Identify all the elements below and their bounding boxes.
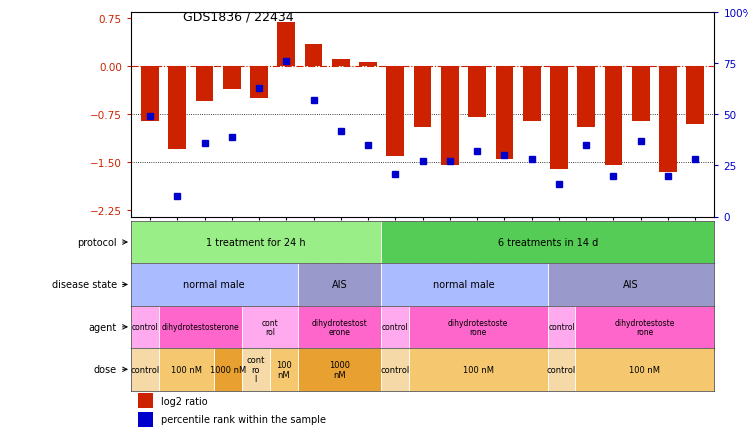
Text: normal male: normal male bbox=[434, 280, 495, 290]
Bar bbox=[214, 348, 242, 391]
Text: agent: agent bbox=[89, 322, 117, 332]
Text: 100
nM: 100 nM bbox=[276, 360, 292, 379]
Bar bbox=[381, 306, 408, 348]
Bar bbox=[298, 306, 381, 348]
Text: control: control bbox=[380, 365, 409, 374]
Bar bbox=[381, 348, 408, 391]
Text: GDS1836 / 22434: GDS1836 / 22434 bbox=[183, 11, 294, 24]
Bar bbox=[141, 67, 159, 122]
Bar bbox=[196, 67, 213, 102]
Text: 1000 nM: 1000 nM bbox=[210, 365, 246, 374]
Text: protocol: protocol bbox=[77, 237, 117, 247]
Bar bbox=[550, 67, 568, 169]
Text: dihydrotestost
erone: dihydrotestost erone bbox=[311, 318, 367, 336]
Bar bbox=[495, 67, 513, 160]
Bar bbox=[604, 67, 622, 166]
Bar bbox=[159, 306, 242, 348]
Bar bbox=[223, 67, 241, 89]
Bar bbox=[250, 67, 268, 99]
Text: AIS: AIS bbox=[623, 280, 639, 290]
Bar bbox=[548, 348, 575, 391]
Bar bbox=[632, 67, 649, 122]
Bar bbox=[408, 348, 548, 391]
Bar bbox=[659, 67, 677, 172]
Text: 100 nM: 100 nM bbox=[463, 365, 494, 374]
Bar bbox=[575, 306, 714, 348]
Text: 6 treatments in 14 d: 6 treatments in 14 d bbox=[497, 237, 598, 247]
Text: disease state: disease state bbox=[52, 280, 117, 290]
Bar bbox=[577, 67, 595, 128]
Bar bbox=[298, 263, 381, 306]
Bar bbox=[278, 23, 295, 67]
Bar bbox=[548, 306, 575, 348]
Bar bbox=[381, 263, 548, 306]
Bar bbox=[359, 63, 377, 67]
Text: 1 treatment for 24 h: 1 treatment for 24 h bbox=[206, 237, 306, 247]
Bar bbox=[159, 348, 214, 391]
Text: 100 nM: 100 nM bbox=[629, 365, 660, 374]
Bar bbox=[131, 263, 298, 306]
Bar bbox=[131, 348, 159, 391]
Text: control: control bbox=[381, 322, 408, 332]
Bar bbox=[131, 221, 381, 263]
Text: normal male: normal male bbox=[183, 280, 245, 290]
Text: control: control bbox=[132, 322, 158, 332]
Bar bbox=[332, 59, 350, 67]
Text: cont
ro
l: cont ro l bbox=[247, 355, 265, 384]
Text: 1000
nM: 1000 nM bbox=[329, 360, 350, 379]
Bar bbox=[548, 263, 714, 306]
Bar bbox=[468, 67, 486, 118]
Text: AIS: AIS bbox=[331, 280, 347, 290]
Text: log2 ratio: log2 ratio bbox=[161, 396, 207, 406]
Bar bbox=[242, 348, 270, 391]
Bar bbox=[414, 67, 432, 128]
Bar bbox=[575, 348, 714, 391]
Text: 100 nM: 100 nM bbox=[171, 365, 202, 374]
Text: cont
rol: cont rol bbox=[262, 318, 278, 336]
Bar bbox=[381, 221, 714, 263]
Bar bbox=[168, 67, 186, 150]
Bar bbox=[138, 412, 153, 427]
Bar bbox=[242, 306, 298, 348]
Bar bbox=[270, 348, 298, 391]
Bar bbox=[523, 67, 541, 122]
Bar bbox=[408, 306, 548, 348]
Text: dihydrotestosterone: dihydrotestosterone bbox=[162, 322, 239, 332]
Text: control: control bbox=[130, 365, 159, 374]
Text: dihydrotestoste
rone: dihydrotestoste rone bbox=[448, 318, 509, 336]
Text: dose: dose bbox=[94, 365, 117, 375]
Bar bbox=[441, 67, 459, 166]
Text: control: control bbox=[548, 322, 575, 332]
Bar bbox=[687, 67, 704, 125]
Text: control: control bbox=[547, 365, 576, 374]
Bar bbox=[298, 348, 381, 391]
Bar bbox=[138, 393, 153, 408]
Text: dihydrotestoste
rone: dihydrotestoste rone bbox=[615, 318, 675, 336]
Bar bbox=[304, 45, 322, 67]
Bar bbox=[131, 306, 159, 348]
Bar bbox=[387, 67, 404, 156]
Text: percentile rank within the sample: percentile rank within the sample bbox=[161, 414, 326, 424]
